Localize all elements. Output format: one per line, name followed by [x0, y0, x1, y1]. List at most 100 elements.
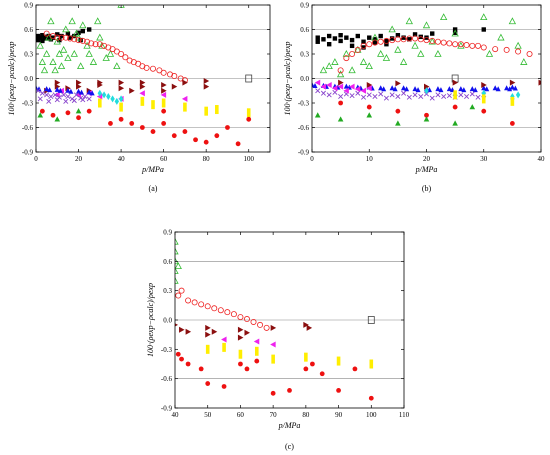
data-point-triangle-filled	[395, 120, 401, 126]
data-point-circle-open	[389, 37, 396, 44]
y-axis-label: 100·(ρexp−ρcalc)/ρexp	[146, 283, 155, 357]
data-point-band	[458, 86, 464, 92]
data-point-triangle-right-filled	[244, 329, 250, 336]
data-point-circle-open	[175, 292, 182, 299]
data-point-triangle-left-filled	[349, 83, 355, 90]
data-point-band	[504, 85, 510, 91]
data-point-circle-filled	[509, 121, 515, 126]
data-point-triangle-right-filled	[205, 324, 211, 331]
data-point-circle-open	[198, 301, 205, 308]
data-point-band	[512, 85, 518, 91]
y-tick-label: -0.3	[161, 346, 173, 354]
x-axis-label: p/MPa	[141, 165, 164, 174]
data-point-circle-open	[58, 34, 65, 41]
data-point-bar-filled	[161, 98, 166, 108]
data-point-cross	[332, 89, 338, 95]
data-point-band	[435, 86, 441, 92]
data-point-circle-open	[79, 37, 86, 44]
data-point-square-filled	[315, 39, 320, 44]
data-point-circle-filled	[395, 108, 401, 114]
data-point-circle-filled	[287, 388, 292, 393]
data-point-cross	[39, 90, 45, 96]
data-point-triangle-open	[399, 58, 408, 65]
data-point-circle-filled	[185, 361, 191, 367]
data-point-triangle-left-filled	[320, 83, 326, 90]
data-point-square-filled	[412, 32, 418, 37]
data-point-square-filled	[384, 38, 389, 44]
data-point-band	[461, 87, 467, 93]
data-point-triangle-filled	[366, 112, 373, 118]
data-point-square-filled	[361, 45, 366, 50]
data-point-square-filled	[401, 35, 406, 40]
data-point-triangle-left-filled	[360, 87, 367, 94]
data-point-circle-open	[243, 316, 250, 323]
data-point-circle-filled	[338, 100, 344, 106]
data-point-cross	[37, 96, 43, 102]
data-point-triangle-right-filled	[366, 82, 373, 89]
y-tick-label: 0.0	[24, 75, 33, 83]
data-point-triangle-open	[74, 33, 83, 41]
data-point-triangle-filled	[423, 116, 430, 122]
data-point-diamond-filled	[118, 95, 124, 103]
data-point-circle-open	[54, 34, 61, 41]
data-point-band	[401, 85, 407, 91]
data-point-circle-open	[263, 324, 270, 331]
data-point-bar-filled	[246, 108, 251, 118]
data-point-triangle-right-filled	[129, 87, 135, 94]
data-point-triangle-open	[68, 17, 76, 25]
data-point-square-filled	[349, 43, 355, 49]
data-point-triangle-filled	[37, 112, 44, 118]
data-point-circle-filled	[366, 104, 372, 110]
data-point-triangle-open	[336, 70, 345, 78]
data-point-circle-filled	[205, 381, 211, 386]
data-point-circle-open	[360, 42, 367, 49]
data-point-circle-filled	[319, 371, 325, 377]
data-point-bar-filled	[215, 105, 219, 115]
data-point-cross	[378, 91, 384, 97]
data-point-bar-filled	[510, 96, 515, 106]
y-tick-label: -0.3	[298, 100, 310, 108]
y-tick-label: 0.6	[300, 26, 309, 34]
data-point-triangle-open	[365, 62, 373, 70]
data-point-bar-filled	[336, 356, 341, 366]
data-point-triangle-open	[480, 13, 488, 21]
data-point-triangle-open	[47, 17, 55, 25]
data-point-triangle-open	[520, 58, 528, 65]
y-tick-label: 0.9	[163, 229, 172, 237]
data-point-diamond-filled	[101, 91, 107, 99]
data-point-square-filled	[76, 30, 81, 35]
data-point-circle-open	[515, 48, 522, 55]
data-point-diamond-filled	[110, 95, 115, 103]
data-point-cross	[349, 93, 355, 99]
y-tick-label: 0.0	[163, 317, 172, 325]
data-point-square-filled	[46, 33, 51, 39]
data-point-cross	[418, 93, 424, 99]
x-tick-label: 10	[366, 155, 374, 163]
data-point-square-filled	[332, 36, 338, 41]
data-point-triangle-open	[175, 262, 182, 270]
data-point-circle-open	[139, 63, 146, 70]
data-point-square-filled	[40, 38, 45, 44]
data-point-cross	[326, 92, 332, 98]
data-point-diamond-filled	[106, 92, 111, 100]
data-point-triangle-open	[57, 62, 66, 70]
data-point-triangle-open	[96, 33, 104, 41]
data-point-square-filled	[38, 35, 43, 40]
data-point-triangle-right-filled	[175, 323, 178, 327]
data-point-band	[495, 86, 501, 92]
data-point-triangle-open	[342, 49, 351, 57]
data-point-cross	[54, 97, 60, 103]
y-axis-label: 100·(ρexp−ρcalc)/ρexp	[283, 42, 292, 116]
data-point-triangle-open	[175, 247, 179, 255]
data-point-cross	[46, 98, 52, 104]
data-point-square-filled	[315, 35, 320, 40]
data-point-square-filled	[395, 33, 401, 38]
data-point-cross	[61, 92, 67, 98]
data-point-circle-filled	[225, 125, 230, 130]
data-point-circle-open	[423, 37, 430, 44]
data-point-band	[44, 86, 50, 92]
x-tick-label: 70	[270, 411, 278, 419]
data-point-cross	[71, 98, 77, 104]
data-point-band	[469, 86, 475, 92]
data-point-cross	[446, 93, 452, 99]
